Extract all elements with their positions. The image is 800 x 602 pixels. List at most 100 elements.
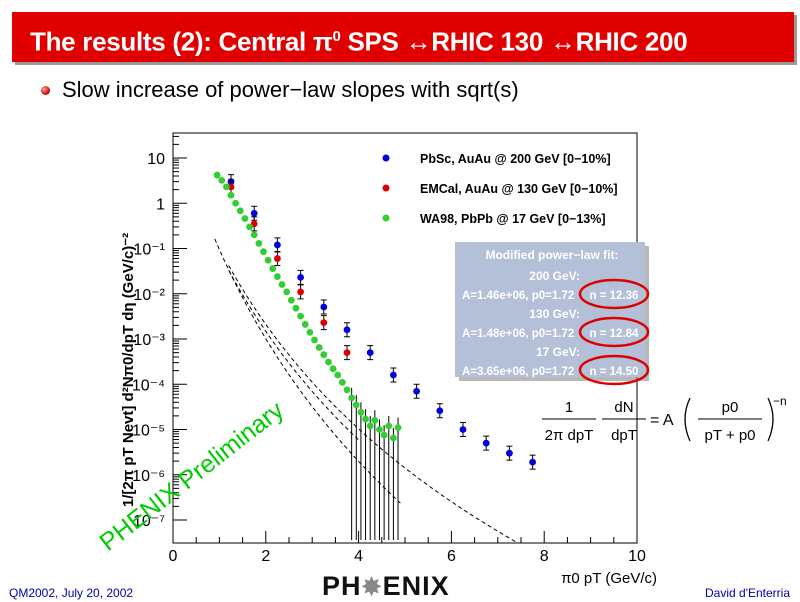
data-point (250, 231, 258, 239)
data-point (297, 288, 304, 296)
fit-curve (228, 265, 519, 543)
fit-energy-label: 17 GeV: (536, 345, 580, 359)
n-highlight-ellipse (578, 354, 650, 386)
data-point (264, 256, 272, 264)
data-point (311, 336, 318, 344)
title-main: The results (2): Central π (30, 26, 333, 57)
data-point (385, 422, 393, 430)
x-tick-label: 10 (628, 548, 646, 565)
data-point (283, 288, 291, 296)
fit-n-value: n = 12.36 (590, 290, 639, 302)
data-point (343, 349, 351, 357)
data-point (390, 371, 397, 379)
fit-box (455, 242, 645, 377)
title-superscript: 0 (332, 28, 341, 45)
y-tick-label: 10⁻⁵ (132, 423, 165, 440)
fit-params: A=1.46e+06, p0=1.72 (462, 290, 574, 302)
fit-curve (228, 269, 359, 441)
data-point (357, 408, 365, 416)
legend-label: EMCal, AuAu @ 130 GeV [0−10%] (420, 182, 618, 196)
data-point (343, 326, 351, 334)
slide-title: The results (2): Central π0 SPS ↔RHIC 13… (30, 12, 688, 62)
n-highlight-ellipse (578, 316, 650, 348)
y-tick-label: 1 (156, 196, 165, 213)
data-point (482, 439, 490, 447)
data-point (274, 241, 281, 249)
data-point (250, 209, 258, 217)
data-point (352, 401, 360, 409)
legend-label: PbSc, AuAu @ 200 GeV [0−10%] (420, 152, 611, 166)
bullet-text: Slow increase of power−law slopes with s… (62, 77, 519, 102)
y-tick-label: 10⁻³ (133, 332, 165, 349)
y-tick-label: 10 (147, 151, 165, 168)
data-point (278, 281, 286, 288)
data-point (348, 394, 356, 402)
data-point (380, 431, 388, 439)
y-tick-label: 10⁻⁴ (132, 377, 165, 394)
legend-marker (382, 184, 390, 192)
data-point (297, 273, 304, 281)
data-point (246, 223, 253, 231)
data-point (315, 344, 323, 351)
fit-params: A=3.65e+06, p0=1.72 (462, 366, 574, 378)
data-point (320, 319, 328, 327)
formula-lhs-numerator: 1 (565, 399, 573, 416)
y-tick-label: 10⁻⁶ (132, 468, 165, 485)
data-point (390, 434, 397, 442)
formula-paren-left (684, 397, 691, 442)
formula-frac-denominator: pT + p0 (704, 427, 755, 444)
logo-left: PH (322, 571, 362, 601)
data-point (320, 351, 328, 359)
footer-author: David d'Enterria (705, 586, 790, 600)
data-point (232, 199, 240, 207)
data-point (529, 458, 536, 466)
bullet-icon (41, 86, 50, 95)
fit-n-value: n = 14.50 (590, 366, 639, 378)
formula-deriv-denominator: dpT (611, 427, 637, 444)
data-point (274, 273, 281, 280)
x-axis-label: π0 pT (GeV/c) (561, 570, 657, 587)
x-tick-label: 6 (447, 548, 456, 565)
fit-energy-label: 130 GeV: (529, 307, 580, 321)
data-point (213, 171, 221, 179)
data-point (338, 378, 346, 386)
data-point (320, 303, 328, 311)
fit-box-title: Modified power−law fit: (485, 248, 618, 262)
phenix-logo: PH✸ENIX (322, 571, 450, 602)
data-point (366, 349, 374, 357)
formula-rhs: = A (650, 412, 674, 429)
y-tick-label: 10⁻¹ (133, 242, 165, 259)
legend-marker (382, 214, 390, 222)
data-point (343, 386, 351, 394)
data-point (274, 255, 281, 262)
data-point (227, 191, 235, 199)
data-point (334, 371, 342, 379)
data-point (371, 416, 379, 424)
data-point (297, 312, 304, 320)
legend-marker (382, 154, 390, 162)
data-point (459, 426, 467, 433)
data-point (287, 296, 295, 304)
data-point (269, 265, 277, 272)
footer-conference: QM2002, July 20, 2002 (9, 586, 134, 600)
data-point (413, 387, 420, 395)
data-point (394, 424, 402, 432)
formula-frac-numerator: p0 (722, 399, 739, 416)
phenix-star-icon: ✸ (361, 574, 383, 601)
data-point (255, 239, 263, 247)
y-tick-label: 10⁻² (133, 287, 165, 304)
fit-energy-label: 200 GeV: (529, 269, 580, 283)
data-point (306, 328, 314, 336)
title-bar: The results (2): Central π0 SPS ↔RHIC 13… (12, 12, 794, 62)
x-tick-label: 8 (540, 548, 549, 565)
x-tick-label: 0 (169, 548, 178, 565)
logo-right: ENIX (382, 571, 450, 601)
legend-label: WA98, PbPb @ 17 GeV [0−13%] (420, 212, 606, 226)
x-tick-label: 2 (261, 548, 270, 565)
formula-exponent: −n (773, 394, 787, 408)
formula-lhs-denominator: 2π dpT (545, 427, 594, 444)
data-point (218, 176, 226, 184)
data-point (325, 358, 332, 366)
data-point (506, 449, 513, 457)
